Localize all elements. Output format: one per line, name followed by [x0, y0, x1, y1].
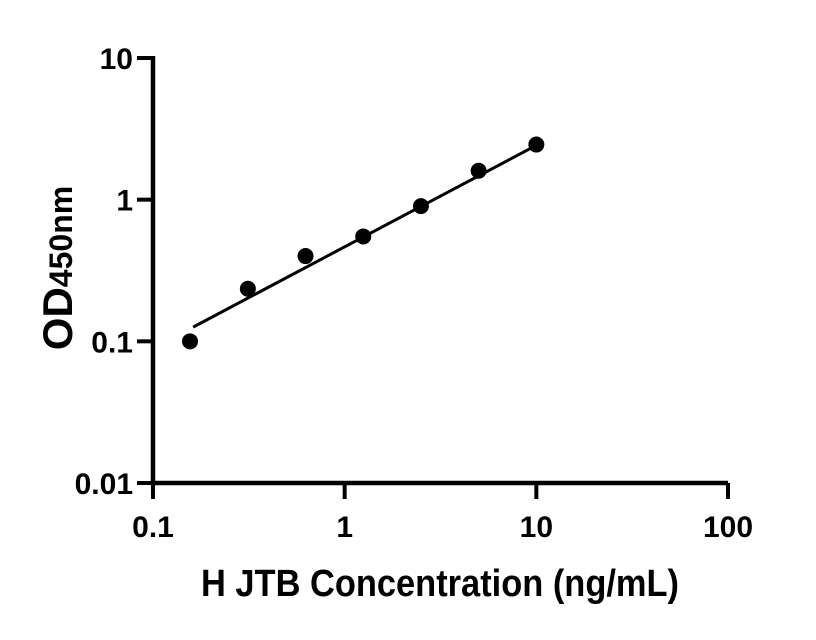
x-axis-tick-label: 0.1: [132, 511, 174, 544]
x-axis-tick-label: 10: [520, 511, 553, 544]
axis-spine: [150, 56, 728, 486]
y-axis-tick-label: 0.1: [91, 326, 133, 359]
data-point: [470, 162, 487, 179]
data-point: [297, 248, 314, 265]
data-point: [355, 228, 372, 245]
y-axis-tick-label: 10: [100, 43, 133, 76]
plot-area: 0.1 1 10 100 0.01 0.1 1 10: [75, 43, 753, 544]
y-axis-title-od: OD: [34, 287, 81, 350]
y-axis-tick-label: 0.01: [75, 468, 133, 501]
data-point: [528, 136, 545, 153]
data-point: [239, 280, 256, 297]
y-axis-title: OD450nm: [34, 186, 81, 350]
y-axis-title-450nm: 450nm: [43, 186, 79, 287]
data-point: [182, 333, 199, 350]
x-axis-tick-label: 100: [703, 511, 753, 544]
y-axis-tick-label: 1: [116, 185, 133, 218]
x-axis-title: H JTB Concentration (ng/mL): [201, 563, 679, 605]
data-point: [412, 198, 429, 215]
x-axis-tick-label: 1: [336, 511, 353, 544]
